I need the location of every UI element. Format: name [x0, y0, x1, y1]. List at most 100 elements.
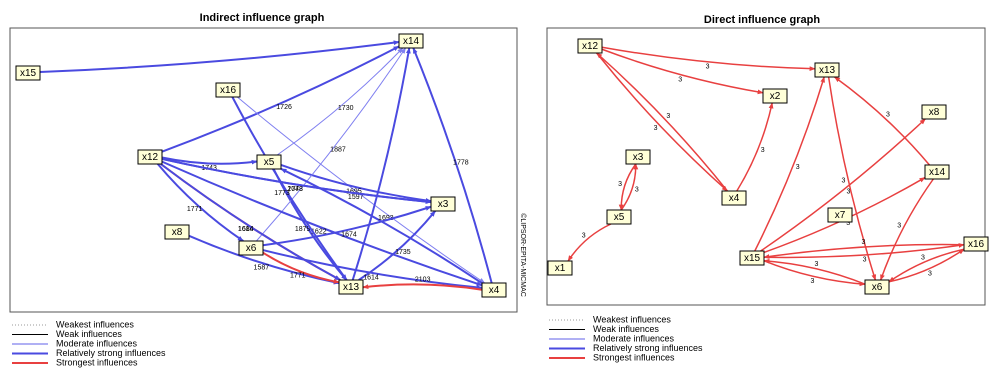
- edge: [280, 163, 432, 203]
- edge: [231, 96, 348, 281]
- edge-label: 1693: [378, 215, 394, 222]
- edge-label: 3: [815, 261, 819, 268]
- edge-label: 3: [863, 257, 867, 264]
- edge: [280, 167, 483, 285]
- edge-label: 3: [706, 64, 710, 71]
- edge: [39, 40, 400, 73]
- legend-label: Weakest influences: [56, 319, 134, 329]
- edge-label: 3: [897, 222, 901, 229]
- node-label: x3: [633, 152, 644, 163]
- node-label: x7: [835, 210, 846, 221]
- edge: [161, 156, 258, 165]
- edge: [596, 52, 728, 192]
- watermark: ©LIPSOR-EPITA-MICMAC: [519, 213, 527, 297]
- edge-label: 3: [847, 189, 851, 196]
- edge-label: 3: [761, 147, 765, 154]
- edge: [351, 47, 411, 281]
- edge: [157, 163, 244, 242]
- node-box: [827, 207, 853, 223]
- edge-label: 3: [654, 125, 658, 132]
- edge-label: 1680: [238, 226, 254, 233]
- edge-label: 1778: [453, 160, 469, 167]
- node-label: x12: [142, 152, 159, 163]
- edge: [412, 47, 493, 284]
- legend-label: Moderate influences: [56, 338, 138, 348]
- node-label: x2: [770, 91, 781, 102]
- edge: [262, 251, 340, 284]
- edge-label: 3: [841, 177, 845, 184]
- node-box: [739, 250, 765, 266]
- edge-label: 2103: [415, 277, 431, 284]
- edge-label: 3: [796, 164, 800, 171]
- edge: [754, 76, 825, 252]
- edge: [160, 163, 341, 281]
- edge-label: 3: [618, 181, 622, 188]
- right-title: Direct influence graph: [704, 14, 820, 26]
- node-label: x12: [582, 41, 599, 52]
- edge-label: 3: [886, 111, 890, 118]
- node-box: [256, 154, 282, 170]
- edge-label: 1614: [363, 275, 379, 282]
- node-box: [721, 190, 747, 206]
- node-box: [625, 149, 651, 165]
- legend-label: Weak influences: [56, 329, 122, 339]
- edge: [256, 47, 407, 242]
- edge-label: 1879: [295, 226, 311, 233]
- node-label: x16: [220, 85, 237, 96]
- edge-label: 3: [666, 113, 670, 120]
- edge-label: 1587: [254, 265, 270, 272]
- node-box: [921, 104, 947, 120]
- node-box: [762, 88, 788, 104]
- edge: [736, 102, 774, 192]
- node-label: x8: [172, 227, 183, 238]
- edge-label: 3: [678, 76, 682, 83]
- edge: [620, 163, 639, 211]
- legend-label: Relatively strong influences: [56, 348, 166, 358]
- left-frame: [9, 27, 518, 313]
- edge-label: 1771: [290, 273, 306, 280]
- legend-label: Weak influences: [593, 324, 659, 334]
- edge-label: 1726: [276, 104, 292, 111]
- legend-label: Relatively strong influences: [593, 343, 703, 353]
- edge-label: 3: [861, 239, 865, 246]
- edge: [888, 248, 965, 283]
- edge: [161, 160, 483, 287]
- node-label: x6: [872, 282, 883, 293]
- node-box: [215, 82, 241, 98]
- node-label: x5: [264, 157, 275, 168]
- edge: [879, 178, 934, 281]
- node-box: [430, 196, 456, 212]
- edge: [596, 52, 728, 192]
- edge-label: 1674: [341, 231, 357, 238]
- node-label: x8: [929, 107, 940, 118]
- edge-label: 3: [921, 254, 925, 261]
- edge: [262, 249, 483, 290]
- node-box: [864, 279, 890, 295]
- edge: [763, 243, 965, 259]
- legend-label: Strongest influences: [593, 352, 675, 362]
- node-label: x5: [614, 212, 625, 223]
- edge-label: 1730: [338, 105, 354, 112]
- edge: [760, 118, 926, 252]
- edge-label: 3: [846, 220, 850, 227]
- edge: [567, 223, 612, 262]
- edge: [827, 76, 877, 281]
- edge: [601, 46, 816, 72]
- node-label: x4: [489, 285, 500, 296]
- edge-label: 3: [635, 187, 639, 194]
- node-label: x16: [968, 239, 985, 250]
- node-box: [137, 149, 163, 165]
- legend-label: Strongest influences: [56, 357, 138, 367]
- node-box: [481, 282, 507, 298]
- node-label: x13: [343, 282, 360, 293]
- node-label: x1: [555, 263, 566, 274]
- edge: [763, 243, 965, 259]
- legend-label: Moderate influences: [593, 333, 675, 343]
- edge: [276, 47, 404, 156]
- edge-label: 1743: [287, 186, 303, 193]
- edge: [362, 283, 483, 291]
- edge: [601, 48, 764, 95]
- node-label: x14: [929, 167, 946, 178]
